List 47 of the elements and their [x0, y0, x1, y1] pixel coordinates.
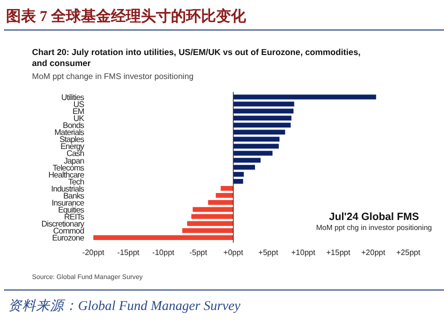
bar [233, 108, 294, 114]
bar [220, 186, 234, 191]
bar [187, 221, 234, 226]
y-tick-label: Industrials [51, 184, 84, 194]
bar [191, 214, 234, 219]
y-tick-label: Cash [66, 149, 85, 158]
y-tick-label: Staples [59, 135, 84, 144]
annotation: Jul'24 Global FMS [328, 211, 420, 223]
y-tick-label: US [73, 100, 85, 110]
bar [233, 122, 291, 128]
y-tick-label: Insurance [52, 198, 85, 208]
y-tick-label: Equities [58, 205, 84, 214]
y-tick-label: Energy [60, 142, 86, 152]
bar [233, 116, 292, 120]
bar [216, 193, 234, 198]
y-tick-label: EM [72, 107, 85, 116]
y-tick-label: Telecoms [52, 163, 84, 172]
bar [233, 172, 244, 177]
bar [233, 178, 244, 184]
bar [233, 144, 279, 149]
y-tick-label: Eurozone [52, 234, 85, 243]
y-tick-label: Banks [63, 191, 84, 200]
bar [233, 94, 376, 100]
bar [182, 228, 234, 233]
y-tick-label: Commod [53, 226, 85, 236]
bar [233, 136, 280, 142]
bar [233, 130, 286, 135]
bar [192, 207, 234, 212]
y-tick-label: Healthcare [48, 170, 85, 180]
y-tick-label: Tech [68, 177, 85, 186]
y-tick-label: Bonds [62, 121, 84, 130]
y-tick-label: Discretionary [41, 220, 86, 229]
bar [233, 158, 261, 163]
y-tick-label: Utilities [61, 93, 84, 102]
text: 资料来源：Global Fund Manager Survey [8, 298, 240, 313]
bar [233, 164, 255, 170]
y-tick-label: Japan [64, 156, 85, 166]
chart-subtitle: Chart 20: July rotation into utilities, US/EM/UK vs out of Eurozone, commodities, and consumer [32, 47, 361, 68]
y-tick-label: Materials [54, 128, 84, 138]
bar [233, 102, 294, 106]
bar [233, 150, 272, 156]
bar [208, 200, 234, 205]
y-tick-label: UK [73, 114, 85, 124]
text: MoM ppt change in FMS investor positioning [32, 72, 194, 81]
bar [93, 235, 234, 240]
chart-title: 图表 7 全球基金经理头寸的环比变化 [6, 7, 247, 25]
y-tick-label: REITs [64, 212, 84, 222]
